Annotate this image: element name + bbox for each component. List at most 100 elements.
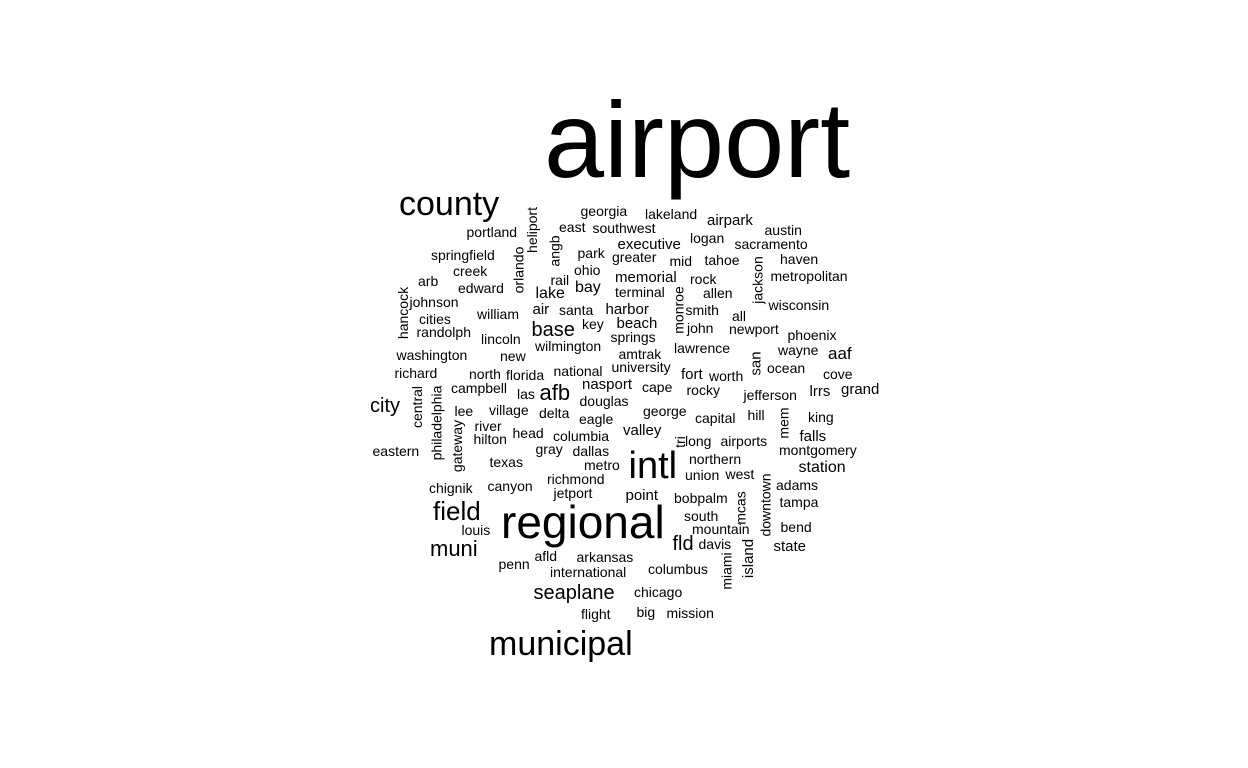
cloud-word: nasport [582, 375, 633, 393]
cloud-word: jackson [749, 256, 766, 304]
cloud-word: douglas [579, 393, 629, 409]
cloud-word: florida [506, 367, 545, 383]
cloud-word: tahoe [704, 252, 740, 268]
cloud-word: base [531, 319, 575, 341]
cloud-word: hancock [395, 286, 412, 340]
cloud-word: washington [396, 347, 468, 363]
cloud-word: field [433, 496, 481, 526]
cloud-word: ohio [574, 262, 601, 278]
cloud-word: texas [489, 454, 523, 470]
cloud-word: valley [623, 421, 662, 439]
cloud-word: point [625, 486, 659, 504]
cloud-word: george [643, 403, 687, 419]
cloud-word: new [500, 348, 526, 364]
cloud-word: municipal [489, 625, 633, 663]
cloud-word: santa [559, 302, 594, 318]
cloud-word: lake [535, 285, 565, 302]
cloud-word: cape [642, 379, 673, 395]
cloud-word: sacramento [734, 236, 808, 252]
cloud-word: las [517, 386, 535, 402]
cloud-word: lincoln [481, 331, 521, 347]
cloud-word: louis [461, 522, 491, 538]
cloud-word: airpark [707, 211, 753, 229]
cloud-word: tampa [779, 494, 819, 510]
cloud-word: eagle [579, 411, 614, 427]
cloud-word: johnson [409, 294, 459, 310]
cloud-word: bend [780, 519, 812, 535]
cloud-word: memorial [615, 268, 677, 286]
cloud-word: falls [799, 427, 827, 445]
cloud-word: jefferson [743, 387, 797, 403]
cloud-word: lrrs [809, 382, 831, 400]
cloud-word: chicago [634, 584, 683, 600]
cloud-word: bay [575, 279, 601, 296]
cloud-word: allen [703, 285, 733, 301]
cloud-word: arb [418, 273, 439, 289]
cloud-word: island [739, 538, 757, 578]
cloud-word: rocky [686, 382, 720, 398]
cloud-word: fort [681, 365, 703, 383]
cloud-word: worth [709, 368, 744, 384]
cloud-word: national [553, 363, 603, 379]
cloud-word: terminal [615, 284, 665, 300]
cloud-word: cove [823, 366, 853, 382]
cloud-word: dallas [572, 443, 610, 459]
cloud-word: metropolitan [770, 268, 848, 284]
cloud-word: richard [394, 365, 438, 381]
cloud-word: tri [671, 436, 688, 448]
cloud-word: chignik [429, 480, 473, 496]
cloud-word: creek [453, 263, 488, 279]
cloud-word: village [489, 402, 529, 418]
cloud-word: columbus [648, 561, 708, 577]
cloud-word: university [611, 359, 671, 375]
cloud-word: aaf [828, 343, 852, 363]
cloud-word: rock [690, 271, 717, 287]
cloud-word: park [577, 245, 605, 261]
cloud-word: intl [628, 445, 678, 487]
cloud-word: lakeland [645, 206, 698, 222]
cloud-word: logan [690, 230, 725, 246]
cloud-word: springfield [431, 247, 495, 263]
cloud-word: downtown [757, 473, 774, 537]
cloud-word: key [582, 316, 604, 332]
cloud-word: capital [695, 410, 736, 426]
cloud-word: metro [584, 457, 620, 473]
cloud-word: central [409, 385, 426, 429]
cloud-word: beach [616, 314, 658, 332]
cloud-word: springs [610, 329, 656, 345]
cloud-word: gateway [449, 419, 466, 473]
cloud-word: heliport [523, 207, 540, 253]
cloud-word: lawrence [674, 340, 731, 356]
cloud-word: airport [544, 79, 851, 200]
cloud-word: san [747, 350, 765, 376]
cloud-word: monroe [670, 286, 687, 334]
cloud-word: mountain [692, 521, 750, 537]
cloud-word: cities [419, 311, 451, 327]
cloud-word: william [477, 306, 519, 322]
cloud-word: wilmington [535, 338, 602, 354]
cloud-word: king [808, 409, 834, 425]
cloud-word: harbor [605, 300, 649, 318]
cloud-word: adams [776, 477, 819, 493]
cloud-word: mem [775, 407, 792, 439]
cloud-word: eastern [372, 443, 420, 459]
cloud-word: bobpalm [674, 490, 728, 506]
cloud-word: muni [430, 536, 478, 561]
cloud-word: lee [454, 403, 474, 419]
cloud-word: west [725, 466, 755, 482]
cloud-word: long [685, 433, 712, 449]
cloud-word: randolph [416, 324, 472, 340]
cloud-word: air [532, 300, 550, 318]
cloud-word: angb [546, 235, 563, 267]
cloud-word: fld [672, 533, 694, 555]
cloud-word: arkansas [576, 549, 634, 565]
cloud-word: john [687, 320, 714, 336]
cloud-word: international [550, 564, 627, 580]
cloud-word: southwest [592, 220, 656, 236]
cloud-word: portland [466, 224, 518, 240]
cloud-word: grand [841, 380, 880, 398]
cloud-word: canyon [487, 478, 533, 494]
cloud-word: state [773, 537, 807, 555]
cloud-word: richmond [547, 471, 605, 487]
